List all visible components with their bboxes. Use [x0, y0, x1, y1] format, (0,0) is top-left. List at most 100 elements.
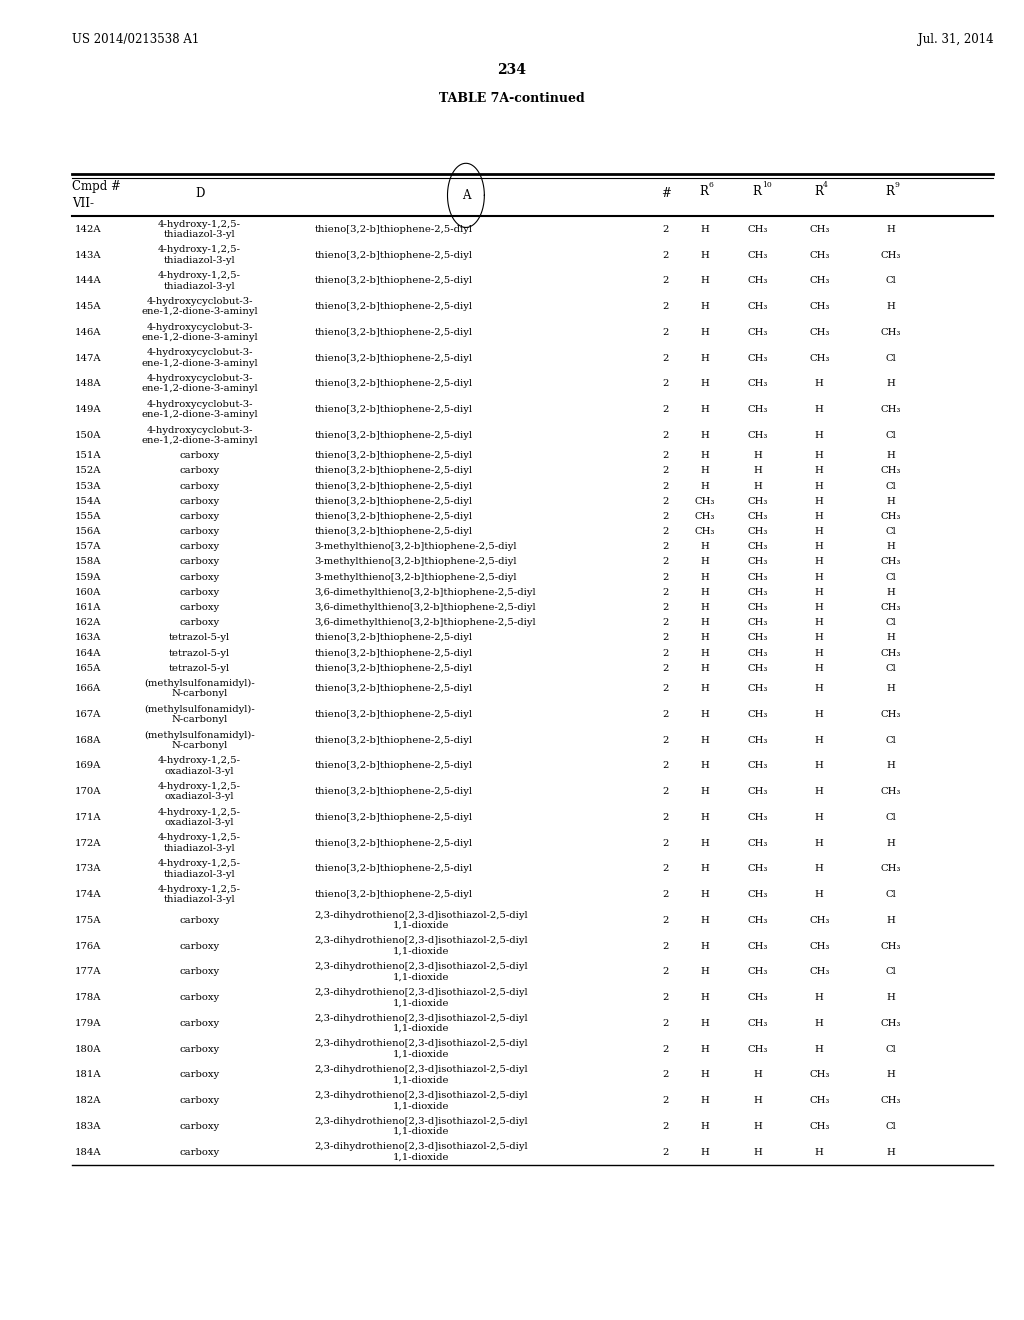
Text: 2,3-dihydrothieno[2,3-d]isothiazol-2,5-diyl
1,1-dioxide: 2,3-dihydrothieno[2,3-d]isothiazol-2,5-d…	[314, 936, 528, 956]
Text: CH₃: CH₃	[809, 327, 829, 337]
Text: 234: 234	[498, 63, 526, 78]
Text: H: H	[887, 587, 895, 597]
Text: thieno[3,2-b]thiophene-2,5-diyl: thieno[3,2-b]thiophene-2,5-diyl	[314, 276, 472, 285]
Text: 2,3-dihydrothieno[2,3-d]isothiazol-2,5-diyl
1,1-dioxide: 2,3-dihydrothieno[2,3-d]isothiazol-2,5-d…	[314, 1039, 528, 1059]
Text: 4-hydroxy-1,2,5-
oxadiazol-3-yl: 4-hydroxy-1,2,5- oxadiazol-3-yl	[158, 756, 242, 776]
Text: carboxy: carboxy	[179, 1071, 220, 1080]
Text: 178A: 178A	[75, 993, 101, 1002]
Text: H: H	[754, 1071, 762, 1080]
Text: 2: 2	[663, 1044, 669, 1053]
Text: H: H	[815, 787, 823, 796]
Text: H: H	[815, 430, 823, 440]
Text: R: R	[886, 185, 895, 198]
Text: CH₃: CH₃	[748, 276, 768, 285]
Text: US 2014/0213538 A1: US 2014/0213538 A1	[72, 33, 199, 46]
Text: H: H	[754, 466, 762, 475]
Text: H: H	[815, 735, 823, 744]
Text: 2: 2	[663, 838, 669, 847]
Text: 4-hydroxycyclobut-3-
ene-1,2-dione-3-aminyl: 4-hydroxycyclobut-3- ene-1,2-dione-3-ami…	[141, 297, 258, 317]
Text: thieno[3,2-b]thiophene-2,5-diyl: thieno[3,2-b]thiophene-2,5-diyl	[314, 224, 472, 234]
Text: CH₃: CH₃	[748, 710, 768, 719]
Text: 2: 2	[663, 664, 669, 673]
Text: H: H	[700, 664, 709, 673]
Text: H: H	[700, 787, 709, 796]
Text: CH₃: CH₃	[748, 405, 768, 414]
Text: carboxy: carboxy	[179, 1147, 220, 1156]
Text: 2: 2	[663, 527, 669, 536]
Text: Cl: Cl	[886, 276, 896, 285]
Text: thieno[3,2-b]thiophene-2,5-diyl: thieno[3,2-b]thiophene-2,5-diyl	[314, 496, 472, 506]
Text: H: H	[700, 405, 709, 414]
Text: 2,3-dihydrothieno[2,3-d]isothiazol-2,5-diyl
1,1-dioxide: 2,3-dihydrothieno[2,3-d]isothiazol-2,5-d…	[314, 1142, 528, 1162]
Text: carboxy: carboxy	[179, 466, 220, 475]
Text: thieno[3,2-b]thiophene-2,5-diyl: thieno[3,2-b]thiophene-2,5-diyl	[314, 251, 472, 260]
Text: 2: 2	[663, 618, 669, 627]
Text: 4-hydroxycyclobut-3-
ene-1,2-dione-3-aminyl: 4-hydroxycyclobut-3- ene-1,2-dione-3-ami…	[141, 348, 258, 368]
Text: CH₃: CH₃	[809, 224, 829, 234]
Text: 168A: 168A	[75, 735, 101, 744]
Text: 2: 2	[663, 710, 669, 719]
Text: H: H	[815, 838, 823, 847]
Text: 4-hydroxycyclobut-3-
ene-1,2-dione-3-aminyl: 4-hydroxycyclobut-3- ene-1,2-dione-3-ami…	[141, 400, 258, 420]
Text: H: H	[887, 224, 895, 234]
Text: H: H	[815, 405, 823, 414]
Text: 158A: 158A	[75, 557, 101, 566]
Text: carboxy: carboxy	[179, 603, 220, 612]
Text: CH₃: CH₃	[748, 379, 768, 388]
Text: CH₃: CH₃	[748, 557, 768, 566]
Text: A: A	[462, 189, 470, 202]
Text: CH₃: CH₃	[748, 527, 768, 536]
Text: H: H	[700, 648, 709, 657]
Text: H: H	[815, 762, 823, 771]
Text: 2: 2	[663, 354, 669, 363]
Text: 4-hydroxycyclobut-3-
ene-1,2-dione-3-aminyl: 4-hydroxycyclobut-3- ene-1,2-dione-3-ami…	[141, 374, 258, 393]
Text: CH₃: CH₃	[881, 251, 901, 260]
Text: 2: 2	[663, 890, 669, 899]
Text: 2: 2	[663, 405, 669, 414]
Text: H: H	[887, 379, 895, 388]
Text: CH₃: CH₃	[809, 916, 829, 925]
Text: thieno[3,2-b]thiophene-2,5-diyl: thieno[3,2-b]thiophene-2,5-diyl	[314, 405, 472, 414]
Text: H: H	[700, 941, 709, 950]
Text: H: H	[700, 865, 709, 874]
Text: H: H	[815, 664, 823, 673]
Text: CH₃: CH₃	[748, 968, 768, 977]
Text: thieno[3,2-b]thiophene-2,5-diyl: thieno[3,2-b]thiophene-2,5-diyl	[314, 865, 472, 874]
Text: CH₃: CH₃	[694, 512, 715, 521]
Text: 2: 2	[663, 251, 669, 260]
Text: 2: 2	[663, 430, 669, 440]
Text: 3,6-dimethylthieno[3,2-b]thiophene-2,5-diyl: 3,6-dimethylthieno[3,2-b]thiophene-2,5-d…	[314, 603, 536, 612]
Text: thieno[3,2-b]thiophene-2,5-diyl: thieno[3,2-b]thiophene-2,5-diyl	[314, 813, 472, 822]
Text: 152A: 152A	[75, 466, 101, 475]
Text: 2: 2	[663, 1071, 669, 1080]
Text: thieno[3,2-b]thiophene-2,5-diyl: thieno[3,2-b]thiophene-2,5-diyl	[314, 648, 472, 657]
Text: 2,3-dihydrothieno[2,3-d]isothiazol-2,5-diyl
1,1-dioxide: 2,3-dihydrothieno[2,3-d]isothiazol-2,5-d…	[314, 1014, 528, 1034]
Text: H: H	[887, 543, 895, 552]
Text: CH₃: CH₃	[748, 993, 768, 1002]
Text: carboxy: carboxy	[179, 1019, 220, 1028]
Text: H: H	[700, 735, 709, 744]
Text: 4-hydroxy-1,2,5-
thiadiazol-3-yl: 4-hydroxy-1,2,5- thiadiazol-3-yl	[158, 271, 242, 290]
Text: 3,6-dimethylthieno[3,2-b]thiophene-2,5-diyl: 3,6-dimethylthieno[3,2-b]thiophene-2,5-d…	[314, 618, 536, 627]
Text: 2: 2	[663, 941, 669, 950]
Text: 2: 2	[663, 451, 669, 461]
Text: H: H	[700, 573, 709, 582]
Text: CH₃: CH₃	[881, 327, 901, 337]
Text: 4-hydroxy-1,2,5-
thiadiazol-3-yl: 4-hydroxy-1,2,5- thiadiazol-3-yl	[158, 219, 242, 239]
Text: 167A: 167A	[75, 710, 101, 719]
Text: H: H	[700, 710, 709, 719]
Text: CH₃: CH₃	[881, 603, 901, 612]
Text: thieno[3,2-b]thiophene-2,5-diyl: thieno[3,2-b]thiophene-2,5-diyl	[314, 890, 472, 899]
Text: thieno[3,2-b]thiophene-2,5-diyl: thieno[3,2-b]thiophene-2,5-diyl	[314, 379, 472, 388]
Text: H: H	[887, 634, 895, 643]
Text: CH₃: CH₃	[881, 865, 901, 874]
Text: H: H	[700, 968, 709, 977]
Text: thieno[3,2-b]thiophene-2,5-diyl: thieno[3,2-b]thiophene-2,5-diyl	[314, 762, 472, 771]
Text: H: H	[887, 993, 895, 1002]
Text: tetrazol-5-yl: tetrazol-5-yl	[169, 648, 230, 657]
Text: H: H	[700, 1122, 709, 1131]
Text: H: H	[815, 648, 823, 657]
Text: CH₃: CH₃	[881, 941, 901, 950]
Text: 182A: 182A	[75, 1096, 101, 1105]
Text: thieno[3,2-b]thiophene-2,5-diyl: thieno[3,2-b]thiophene-2,5-diyl	[314, 838, 472, 847]
